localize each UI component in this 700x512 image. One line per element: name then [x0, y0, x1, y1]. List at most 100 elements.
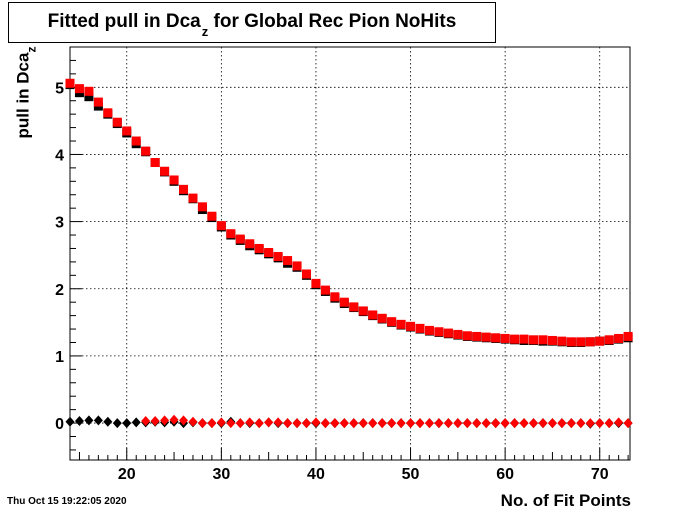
data-point-diamond — [377, 418, 387, 429]
data-point-square — [169, 175, 179, 185]
data-point-diamond — [179, 415, 189, 426]
data-point-square — [254, 243, 264, 253]
data-point-square — [358, 306, 368, 316]
data-point-square — [235, 234, 245, 244]
data-point-diamond — [245, 417, 255, 428]
data-point-diamond — [576, 418, 586, 429]
data-point-square — [557, 336, 567, 346]
data-point-square — [339, 297, 349, 307]
data-point-diamond — [500, 418, 510, 429]
data-point-square — [547, 335, 557, 345]
grid-lines — [70, 47, 630, 460]
data-point-diamond — [103, 416, 113, 427]
data-point-diamond — [197, 418, 207, 429]
data-point-diamond — [547, 418, 557, 429]
x-tick-label: 60 — [496, 466, 514, 483]
data-point-diamond — [311, 417, 321, 428]
data-point-square — [141, 146, 151, 156]
chart-title-rest: for Global Rec Pion NoHits — [208, 11, 457, 32]
data-point-square — [377, 313, 387, 323]
data-point-square — [131, 136, 141, 146]
data-point-square — [283, 256, 293, 266]
data-point-square — [491, 333, 501, 343]
plot-frame — [69, 46, 631, 461]
data-point-square — [65, 78, 75, 88]
chart-title-main: Fitted pull in Dca — [47, 11, 201, 32]
data-point-diamond — [443, 418, 453, 429]
data-point-square — [150, 158, 160, 168]
data-point-diamond — [74, 416, 84, 427]
chart-title-box: Fitted pull in Dcaz for Global Rec Pion … — [8, 2, 496, 43]
data-point-diamond — [585, 418, 595, 429]
data-point-diamond — [264, 417, 274, 428]
data-point-diamond — [491, 418, 501, 429]
data-point-square — [197, 202, 207, 212]
data-point-diamond — [462, 418, 472, 429]
data-point-square — [103, 108, 113, 118]
data-point-square — [396, 319, 406, 329]
y-tick-label: 4 — [55, 147, 64, 164]
data-point-square — [84, 86, 94, 96]
timestamp: Thu Oct 15 19:22:05 2020 — [7, 496, 127, 507]
data-point-diamond — [273, 417, 283, 428]
data-point-diamond — [339, 418, 349, 429]
data-point-diamond — [112, 418, 122, 429]
data-point-diamond — [595, 418, 605, 429]
data-point-diamond — [604, 418, 614, 429]
data-point-diamond — [65, 416, 75, 427]
data-point-square — [264, 247, 274, 257]
data-point-diamond — [292, 418, 302, 429]
data-point-square — [472, 331, 482, 341]
data-point-square — [595, 336, 605, 346]
data-point-diamond — [424, 418, 434, 429]
data-point-diamond — [434, 418, 444, 429]
data-point-square — [604, 335, 614, 345]
data-point-square — [216, 221, 226, 231]
data-point-diamond — [226, 418, 236, 429]
y-tick-label: 1 — [55, 349, 64, 366]
x-tick-label: 40 — [307, 466, 325, 483]
data-point-diamond — [387, 418, 397, 429]
data-point-diamond — [349, 418, 359, 429]
data-point-square — [93, 97, 103, 107]
data-point-square — [84, 92, 94, 102]
y-tick-label: 5 — [55, 80, 64, 97]
x-axis-label: No. of Fit Points — [500, 491, 631, 510]
data-point-diamond — [529, 418, 539, 429]
data-point-diamond — [169, 414, 179, 425]
data-point-diamond — [510, 418, 520, 429]
data-point-diamond — [566, 418, 576, 429]
data-point-square — [207, 211, 217, 221]
data-point-square — [330, 292, 340, 302]
data-point-diamond — [481, 418, 491, 429]
data-point-diamond — [557, 418, 567, 429]
data-point-square — [443, 328, 453, 338]
data-point-diamond — [122, 418, 132, 429]
data-point-diamond — [453, 418, 463, 429]
data-point-square — [74, 84, 84, 94]
data-point-square — [301, 269, 311, 279]
data-point-square — [424, 325, 434, 335]
y-tick-label: 0 — [55, 416, 64, 433]
data-point-diamond — [623, 418, 633, 429]
x-tick-label: 50 — [402, 466, 420, 483]
y-tick-label: 3 — [55, 215, 64, 232]
data-point-diamond — [254, 418, 264, 429]
data-point-diamond — [320, 418, 330, 429]
data-point-diamond — [207, 418, 217, 429]
data-point-square — [481, 332, 491, 342]
data-point-square — [406, 321, 416, 331]
data-point-diamond — [131, 417, 141, 428]
y-tick-label: 2 — [55, 282, 64, 299]
chart-title-subscript: z — [201, 24, 209, 39]
data-point-diamond — [614, 417, 624, 428]
data-point-square — [510, 334, 520, 344]
data-point-diamond — [93, 415, 103, 426]
data-point-square — [538, 335, 548, 345]
data-point-diamond — [235, 418, 245, 429]
data-point-diamond — [216, 417, 226, 428]
data-point-square — [311, 278, 321, 288]
data-point-diamond — [538, 418, 548, 429]
data-point-diamond — [141, 416, 151, 427]
